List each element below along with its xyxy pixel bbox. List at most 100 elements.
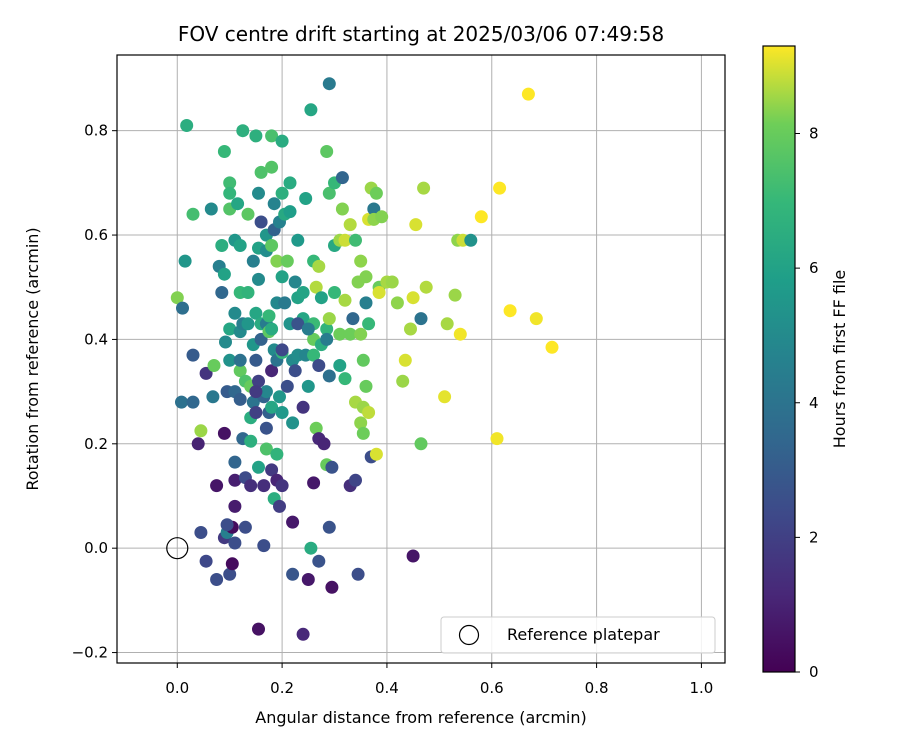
y-tick-label: 0.0 [84, 539, 108, 557]
data-point [233, 392, 247, 406]
data-point [464, 233, 478, 247]
legend-box [440, 616, 716, 654]
data-point [369, 447, 383, 461]
data-point [417, 181, 431, 195]
data-point [338, 372, 352, 386]
y-axis-label: Rotation from reference (arcmin) [23, 227, 42, 490]
data-point [351, 567, 365, 581]
data-point [244, 434, 258, 448]
data-point [219, 335, 232, 349]
data-point [338, 233, 352, 247]
data-point [254, 332, 268, 346]
data-point [356, 426, 370, 440]
data-point [291, 317, 305, 331]
data-point [207, 359, 221, 372]
data-point [252, 272, 265, 286]
data-point [362, 406, 376, 419]
data-point [252, 460, 265, 474]
data-point [241, 286, 255, 299]
data-point [286, 567, 300, 581]
data-point [199, 554, 213, 568]
data-point [259, 442, 273, 456]
data-point [270, 447, 284, 461]
data-point [178, 254, 192, 268]
data-point [474, 210, 488, 224]
colorbar-label: Hours from first FF file [830, 270, 849, 449]
data-point [206, 390, 220, 404]
data-point [354, 327, 368, 341]
chart-title: FOV centre drift starting at 2025/03/06 … [178, 22, 664, 46]
data-point [265, 322, 279, 336]
y-tick-label: 0.6 [84, 226, 108, 244]
data-point [320, 332, 334, 346]
data-point [249, 406, 263, 419]
data-point [356, 353, 370, 367]
legend-marker-icon [458, 624, 480, 646]
data-point [296, 400, 310, 414]
data-point [217, 267, 231, 281]
data-point [333, 359, 347, 372]
data-point [362, 317, 376, 331]
data-point [233, 353, 247, 367]
data-point [259, 385, 273, 399]
data-point [265, 239, 279, 252]
y-tick-label: 0.2 [84, 435, 108, 453]
data-point [223, 353, 237, 367]
legend-label: Reference platepar [507, 625, 660, 644]
data-point [275, 406, 289, 419]
data-point [325, 460, 339, 474]
data-point [320, 145, 334, 158]
data-point [215, 286, 229, 299]
data-point [228, 306, 242, 320]
data-point [369, 186, 383, 200]
data-point [301, 573, 315, 586]
data-point [375, 210, 389, 224]
data-point [254, 165, 268, 179]
data-point [301, 322, 315, 336]
data-point [267, 197, 281, 211]
data-points [170, 77, 559, 641]
data-point [438, 390, 452, 404]
data-point [343, 327, 357, 341]
data-point [414, 437, 428, 451]
data-point [204, 202, 218, 216]
y-axis-ticks: −0.2 0.0 0.2 0.4 0.6 0.8 [72, 122, 117, 662]
data-point [199, 366, 213, 380]
data-point [325, 580, 339, 594]
data-point [349, 473, 362, 487]
data-point [333, 327, 347, 341]
data-point [228, 473, 242, 487]
data-point [312, 359, 326, 372]
x-tick-label: 0.4 [375, 679, 399, 697]
data-point [283, 205, 297, 219]
data-point [265, 129, 279, 143]
x-axis-label: Angular distance from reference (arcmin) [255, 708, 586, 727]
data-point [304, 541, 318, 555]
data-point [419, 280, 433, 294]
data-point [307, 348, 321, 362]
data-point [314, 291, 328, 305]
data-point [529, 312, 543, 326]
data-point [320, 322, 334, 336]
data-point [322, 369, 336, 383]
data-point [265, 364, 279, 378]
data-point [244, 479, 258, 493]
data-point [275, 186, 289, 200]
data-point [359, 296, 373, 310]
data-point [215, 239, 229, 252]
data-point [349, 233, 362, 247]
data-point [246, 395, 260, 409]
data-point [367, 202, 381, 216]
data-point [170, 291, 184, 305]
data-point [249, 385, 263, 399]
x-tick-label: 0.6 [480, 679, 504, 697]
data-point [288, 364, 302, 378]
data-point [309, 421, 323, 435]
data-point [453, 327, 467, 341]
data-point [210, 479, 224, 493]
data-point [291, 233, 305, 247]
data-point [223, 186, 237, 200]
data-point [265, 400, 279, 414]
data-point [283, 176, 297, 190]
x-tick-label: 0.8 [585, 679, 609, 697]
